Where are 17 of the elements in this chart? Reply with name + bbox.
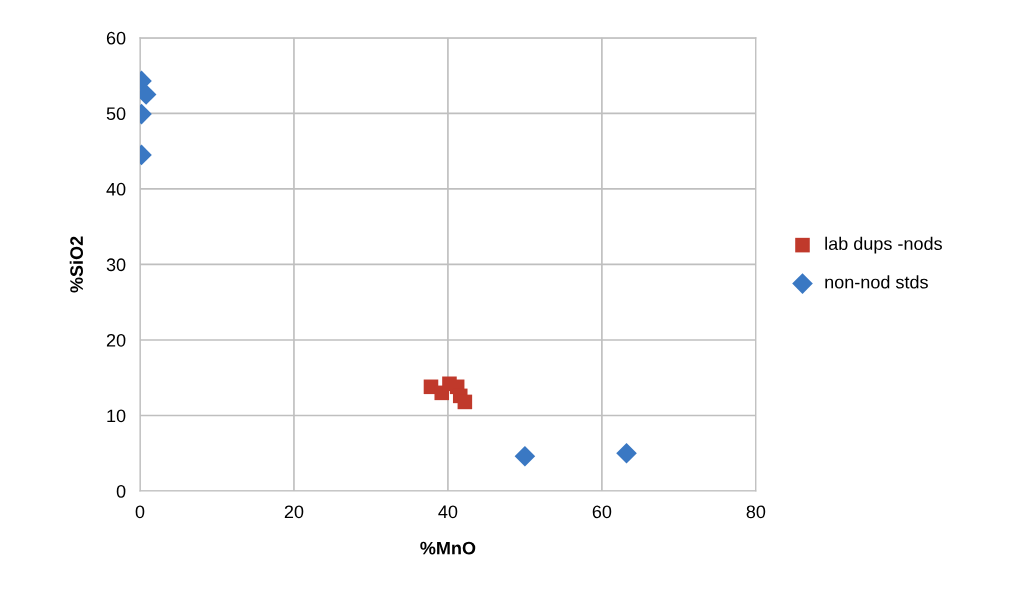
x-axis-title: %MnO	[420, 541, 476, 555]
x-tick-label: 80	[746, 505, 766, 519]
y-tick-label: 10	[107, 409, 126, 423]
legend-label: non-nod stds	[825, 275, 928, 289]
y-tick-label: 30	[106, 258, 126, 272]
x-tick-label: 60	[592, 505, 612, 519]
x-tick-label: 20	[284, 505, 304, 519]
y-axis-title: %SiO2	[69, 236, 83, 293]
y-tick-label: 50	[106, 107, 126, 121]
y-tick-label: 40	[106, 182, 126, 196]
point	[457, 394, 473, 410]
y-tick-label: 20	[106, 333, 126, 347]
x-tick-label: 0	[135, 505, 145, 519]
x-tick-label: 40	[438, 505, 458, 519]
y-tick-label: 60	[106, 31, 126, 45]
legend-label: lab dups -nods	[825, 236, 942, 254]
y-tick-label: 0	[116, 484, 126, 498]
